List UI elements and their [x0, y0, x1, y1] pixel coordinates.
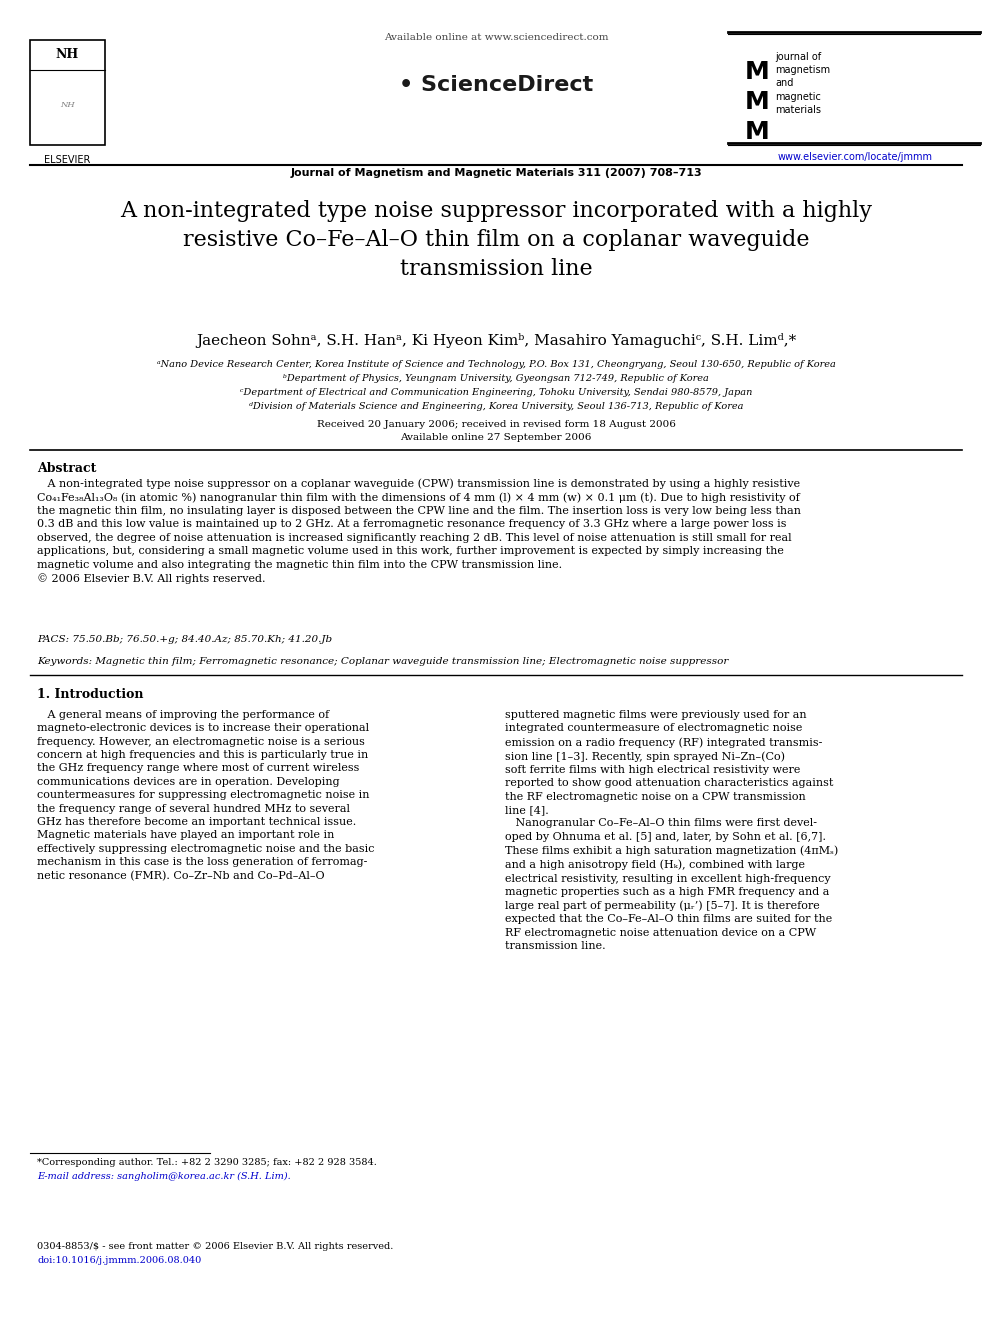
- Text: ᵈDivision of Materials Science and Engineering, Korea University, Seoul 136-713,: ᵈDivision of Materials Science and Engin…: [249, 402, 743, 411]
- Text: doi:10.1016/j.jmmm.2006.08.040: doi:10.1016/j.jmmm.2006.08.040: [37, 1256, 201, 1265]
- Text: A general means of improving the performance of
magneto-electronic devices is to: A general means of improving the perform…: [37, 710, 375, 881]
- Bar: [30, 40, 105, 146]
- Text: PACS: 75.50.Bb; 76.50.+g; 84.40.Az; 85.70.Kh; 41.20.Jb: PACS: 75.50.Bb; 76.50.+g; 84.40.Az; 85.7…: [37, 635, 332, 644]
- Text: M: M: [745, 60, 770, 83]
- Text: • ScienceDirect: • ScienceDirect: [399, 75, 593, 95]
- Text: NH: NH: [60, 101, 74, 108]
- Text: NH: NH: [56, 49, 78, 61]
- Text: ᶜDepartment of Electrical and Communication Engineering, Tohoku University, Send: ᶜDepartment of Electrical and Communicat…: [240, 388, 752, 397]
- Text: 1. Introduction: 1. Introduction: [37, 688, 144, 701]
- Text: Available online at www.sciencedirect.com: Available online at www.sciencedirect.co…: [384, 33, 608, 42]
- Text: Keywords: Magnetic thin film; Ferromagnetic resonance; Coplanar waveguide transm: Keywords: Magnetic thin film; Ferromagne…: [37, 658, 728, 665]
- Text: ELSEVIER: ELSEVIER: [44, 155, 90, 165]
- Text: Journal of Magnetism and Magnetic Materials 311 (2007) 708–713: Journal of Magnetism and Magnetic Materi…: [291, 168, 701, 179]
- Text: sputtered magnetic films were previously used for an
integrated countermeasure o: sputtered magnetic films were previously…: [505, 710, 838, 951]
- Text: journal of
magnetism
and
magnetic
materials: journal of magnetism and magnetic materi…: [775, 52, 830, 115]
- Text: www.elsevier.com/locate/jmmm: www.elsevier.com/locate/jmmm: [778, 152, 932, 161]
- Text: M: M: [745, 120, 770, 144]
- Text: Available online 27 September 2006: Available online 27 September 2006: [401, 433, 591, 442]
- Text: Received 20 January 2006; received in revised form 18 August 2006: Received 20 January 2006; received in re…: [316, 419, 676, 429]
- Text: ᵃNano Device Research Center, Korea Institute of Science and Technology, P.O. Bo: ᵃNano Device Research Center, Korea Inst…: [157, 360, 835, 369]
- Text: *Corresponding author. Tel.: +82 2 3290 3285; fax: +82 2 928 3584.: *Corresponding author. Tel.: +82 2 3290 …: [37, 1158, 377, 1167]
- Text: M: M: [745, 90, 770, 114]
- Text: Jaecheon Sohnᵃ, S.H. Hanᵃ, Ki Hyeon Kimᵇ, Masahiro Yamaguchiᶜ, S.H. Limᵈ,*: Jaecheon Sohnᵃ, S.H. Hanᵃ, Ki Hyeon Kimᵇ…: [195, 333, 797, 348]
- Text: A non-integrated type noise suppressor on a coplanar waveguide (CPW) transmissio: A non-integrated type noise suppressor o…: [37, 478, 801, 583]
- Text: Abstract: Abstract: [37, 462, 96, 475]
- Text: E-mail address: sangholim@korea.ac.kr (S.H. Lim).: E-mail address: sangholim@korea.ac.kr (S…: [37, 1172, 291, 1181]
- Text: ᵇDepartment of Physics, Yeungnam University, Gyeongsan 712-749, Republic of Kore: ᵇDepartment of Physics, Yeungnam Univers…: [283, 374, 709, 382]
- Text: 0304-8853/$ - see front matter © 2006 Elsevier B.V. All rights reserved.: 0304-8853/$ - see front matter © 2006 El…: [37, 1242, 394, 1252]
- Text: A non-integrated type noise suppressor incorporated with a highly
resistive Co–F: A non-integrated type noise suppressor i…: [120, 200, 872, 279]
